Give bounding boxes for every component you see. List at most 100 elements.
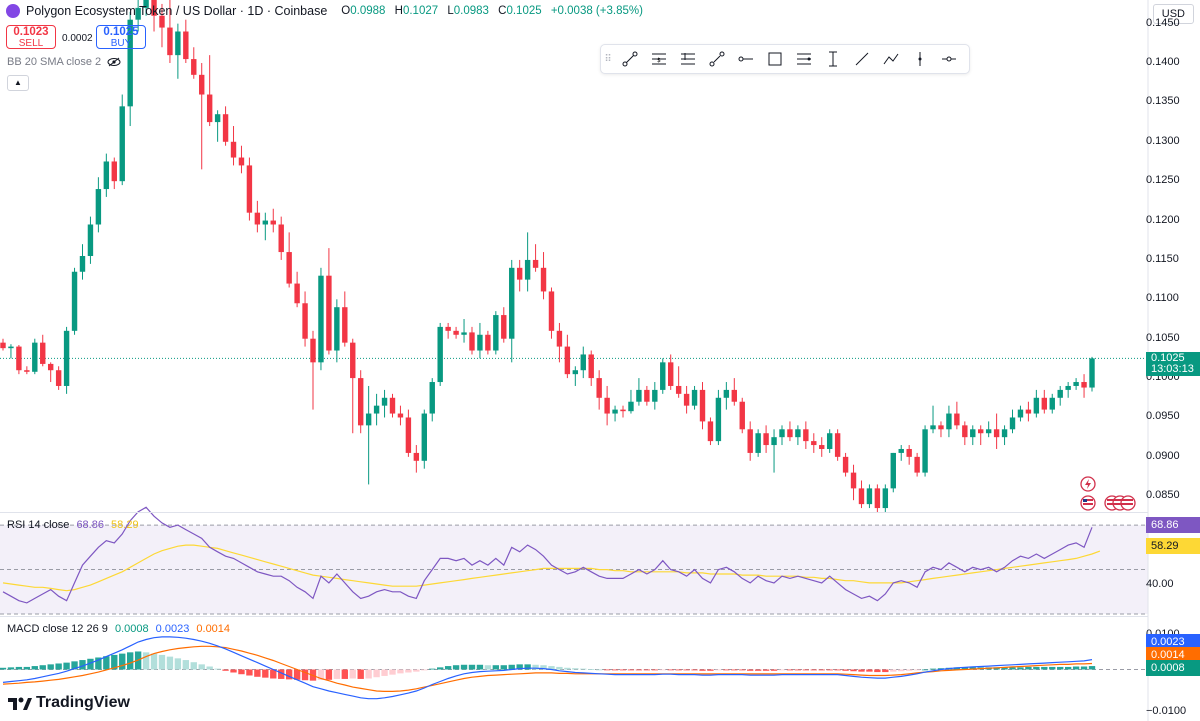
price-axis-label: 0.1300 [1146,134,1180,147]
macd-histogram-bar [429,668,436,670]
macd-histogram-bar [87,658,94,670]
line-icon[interactable] [847,45,876,73]
macd-histogram-bar [0,667,7,670]
macd-histogram-bar [1049,666,1056,670]
macd-histogram-bar [397,669,404,674]
price-axis-label: 0.1200 [1146,213,1180,226]
macd-histogram-bar [119,653,126,670]
macd-histogram-bar [254,669,261,677]
rsi-ma-line [2,544,1101,592]
macd-histogram-bar [921,669,929,671]
candle [477,334,483,351]
macd-histogram-bar [627,669,635,671]
date-range-icon[interactable] [818,45,847,73]
symbol-title[interactable]: Polygon Ecosystem Token / US Dollar · 1D… [26,4,328,18]
candle [898,448,904,453]
macd-histogram-bar [810,669,817,671]
polyline-icon[interactable] [876,45,905,73]
macd-histogram-bar [1072,666,1080,670]
drag-handle-icon[interactable]: ⠿ [604,53,612,65]
path-icon[interactable] [702,45,731,73]
macd-histogram-bar [182,660,190,670]
candle [334,307,340,351]
candle [826,433,833,449]
macd-histogram-bar [898,669,905,672]
candle [922,429,928,473]
parallel-channel-icon[interactable] [673,45,702,73]
candle [755,433,761,453]
collapse-legend-button[interactable]: ▲ [7,75,29,91]
candle [381,397,388,406]
macd-histogram-bar [166,656,174,670]
buy-button[interactable]: 0.1025 BUY [96,25,146,49]
candle [834,433,841,457]
candle [652,389,658,402]
candle [413,452,420,461]
bb-indicator-legend[interactable]: BB 20 SMA close 2 [7,56,121,68]
horizontal-ray-icon[interactable] [731,45,760,73]
macd-histogram-bar [747,669,754,671]
candle [350,342,356,379]
candle [143,0,149,8]
high-value: 0.1027 [402,5,439,17]
candle [175,31,181,56]
macd-histogram-bar [651,669,658,671]
chevron-up-icon: ▲ [14,78,22,87]
macd-histogram-bar [715,669,722,671]
candle [588,354,594,379]
price-axis-label: 0.1450 [1146,16,1180,29]
pane-separator-rsi[interactable] [0,512,1148,513]
macd-histogram-bar [588,669,595,670]
vertical-line-icon[interactable] [905,45,934,73]
candle [127,19,133,107]
rsi-value: 68.86 [76,519,104,531]
macd-histogram-bar [707,669,714,671]
macd-histogram-bar [635,669,643,671]
price-axis-label: 0.1350 [1146,95,1180,108]
pane-separator-macd[interactable] [0,616,1148,617]
horizontal-line-icon[interactable] [934,45,963,73]
macd-histogram-bar [858,669,865,672]
candle [715,397,722,442]
rectangle-icon[interactable] [760,45,789,73]
macd-histogram-bar [1064,666,1072,670]
candle [819,445,825,449]
candle [628,401,634,412]
sell-button[interactable]: 0.1023 SELL [6,25,56,49]
macd-histogram-bar [866,669,873,672]
candle [397,413,404,418]
macd-histogram-bar [778,669,786,671]
close-value: 0.1025 [506,5,542,17]
rsi-legend[interactable]: RSI 14 close 68.86 58.29 [7,519,143,531]
high-label: H [394,5,403,17]
candle [40,342,46,364]
candle [55,370,62,386]
macd-histogram-bar [71,661,78,670]
countdown-value: 13:03:13 [1151,363,1194,375]
candle [485,334,491,351]
macd-histogram-bar [476,664,484,670]
macd-histogram-bar [1057,666,1064,670]
macd-legend[interactable]: MACD close 12 26 9 0.0008 0.0023 0.0014 [7,623,234,635]
macd-histogram-bar [564,667,571,670]
trend-line-icon[interactable] [615,45,644,73]
macd-histogram-bar [524,664,531,670]
tradingview-brand[interactable]: TradingView [8,694,130,712]
ohlc-values: O0.0988 H0.1027 L0.0983 C0.1025 +0.0038 … [341,5,649,17]
macd-line-tag: 0.0023 [1146,634,1200,650]
text-icon[interactable] [789,45,818,73]
event-markers[interactable] [1078,475,1138,515]
macd-histogram-bar [905,669,913,671]
candle [135,7,141,20]
low-value: 0.0983 [453,5,489,17]
spread-value: 0.0002 [62,33,93,44]
macd-histogram-bar [222,669,229,671]
currency-button[interactable]: USD [1152,4,1194,24]
macd-histogram-bar [532,664,539,670]
hidden-eye-icon[interactable] [107,57,121,67]
candle [882,488,889,509]
macd-signal-value: 0.0014 [196,623,231,635]
fib-retracement-icon[interactable]: $ [644,45,673,73]
macd-histogram-bar [683,669,690,671]
